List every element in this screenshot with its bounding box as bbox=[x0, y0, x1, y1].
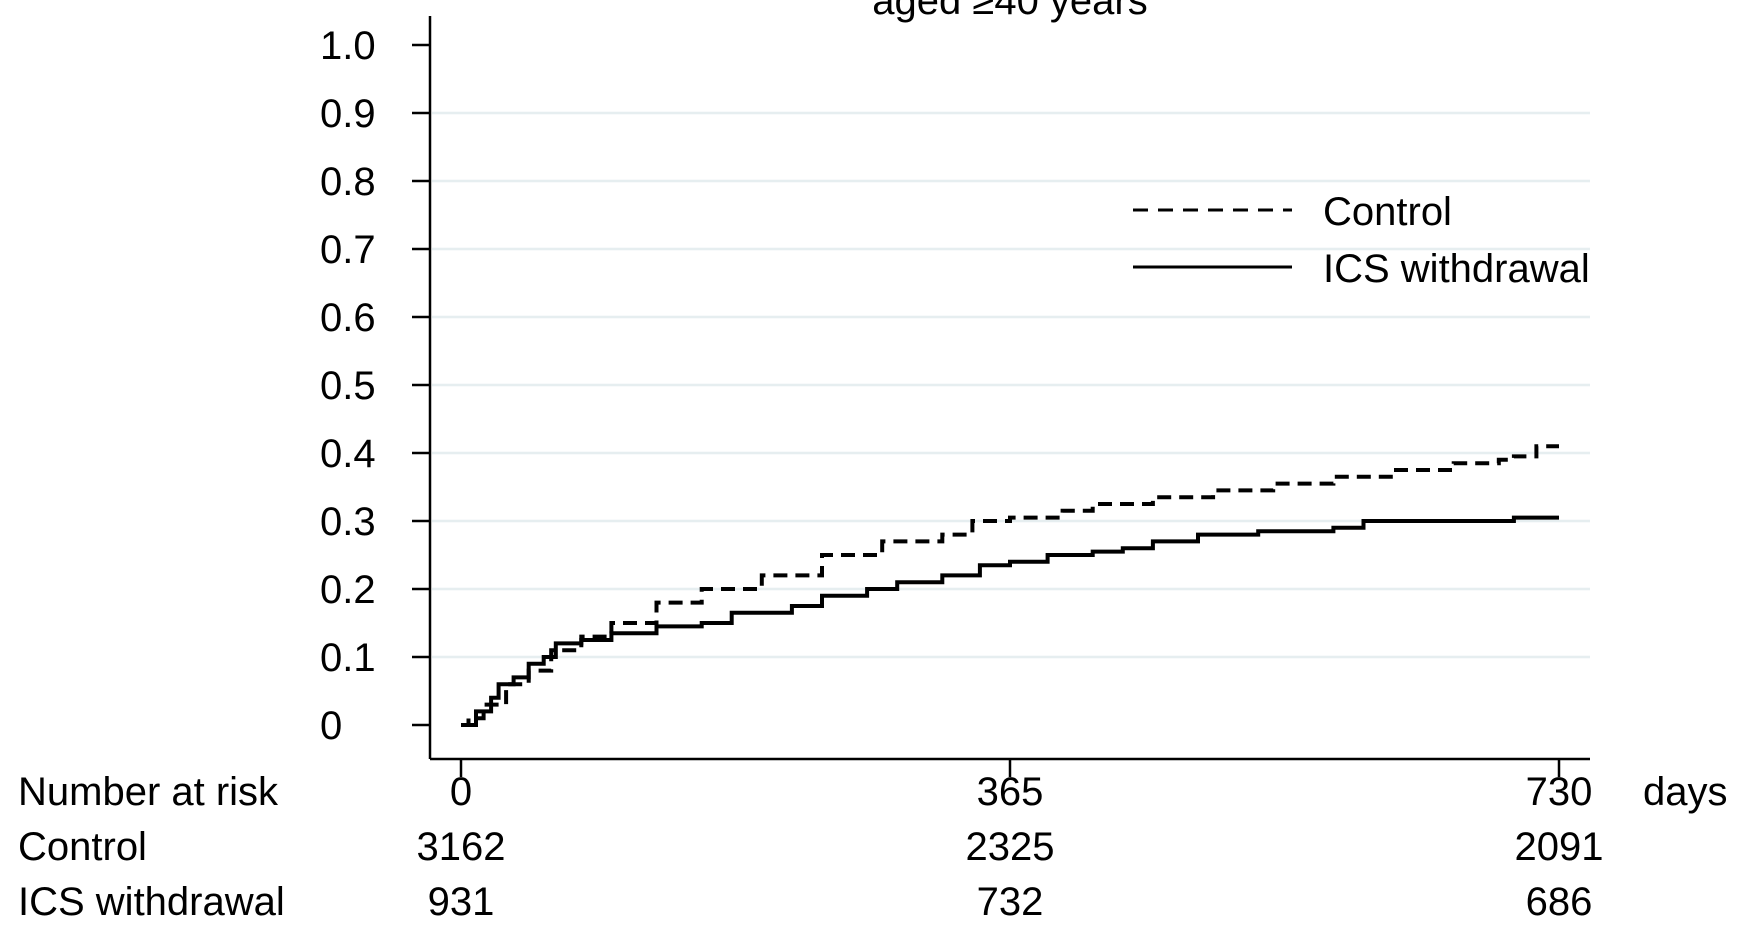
y-tick-label-3: 0.3 bbox=[320, 500, 376, 544]
x-tick-labels: 0 365 730 bbox=[450, 770, 1593, 814]
series-line-control bbox=[461, 444, 1559, 727]
risk-value-0-1: 2325 bbox=[966, 825, 1055, 869]
risk-table-header: Number at risk bbox=[18, 770, 279, 814]
y-tick-label-9: 0.9 bbox=[320, 92, 376, 136]
risk-value-0-0: 3162 bbox=[417, 825, 506, 869]
axes bbox=[412, 16, 1590, 777]
legend: Control ICS withdrawal bbox=[1133, 190, 1590, 291]
y-tick-label-8: 0.8 bbox=[320, 160, 376, 204]
risk-table: Number at risk Control ICS withdrawal 31… bbox=[18, 770, 1603, 924]
y-tick-label-5: 0.5 bbox=[320, 364, 376, 408]
risk-value-1-1: 732 bbox=[977, 880, 1044, 924]
y-tick-label-4: 0.4 bbox=[320, 432, 376, 476]
x-unit-label: days bbox=[1643, 770, 1728, 814]
risk-value-0-2: 2091 bbox=[1515, 825, 1604, 869]
chart-title: aged ≥40 years bbox=[872, 0, 1147, 23]
series-lines bbox=[461, 444, 1559, 727]
x-tick-label-0: 0 bbox=[450, 770, 472, 814]
legend-label-control: Control bbox=[1323, 190, 1452, 234]
y-tick-label-7: 0.7 bbox=[320, 228, 376, 272]
grid bbox=[432, 111, 1590, 659]
risk-value-1-0: 931 bbox=[428, 880, 495, 924]
y-tick-label-10: 1.0 bbox=[320, 24, 376, 68]
y-tick-label-6: 0.6 bbox=[320, 296, 376, 340]
y-tick-label-0: 0 bbox=[320, 704, 342, 748]
x-tick-label-2: 730 bbox=[1526, 770, 1593, 814]
risk-value-1-2: 686 bbox=[1526, 880, 1593, 924]
risk-row-label-ics: ICS withdrawal bbox=[18, 880, 285, 924]
legend-label-ics: ICS withdrawal bbox=[1323, 247, 1590, 291]
y-tick-label-2: 0.2 bbox=[320, 568, 376, 612]
y-tick-label-1: 0.1 bbox=[320, 636, 376, 680]
risk-row-label-control: Control bbox=[18, 825, 147, 869]
x-tick-label-1: 365 bbox=[977, 770, 1044, 814]
series-line-ics-withdrawal bbox=[461, 515, 1559, 727]
y-tick-labels: 0 0.1 0.2 0.3 0.4 0.5 0.6 0.7 0.8 0.9 1.0 bbox=[320, 24, 376, 748]
